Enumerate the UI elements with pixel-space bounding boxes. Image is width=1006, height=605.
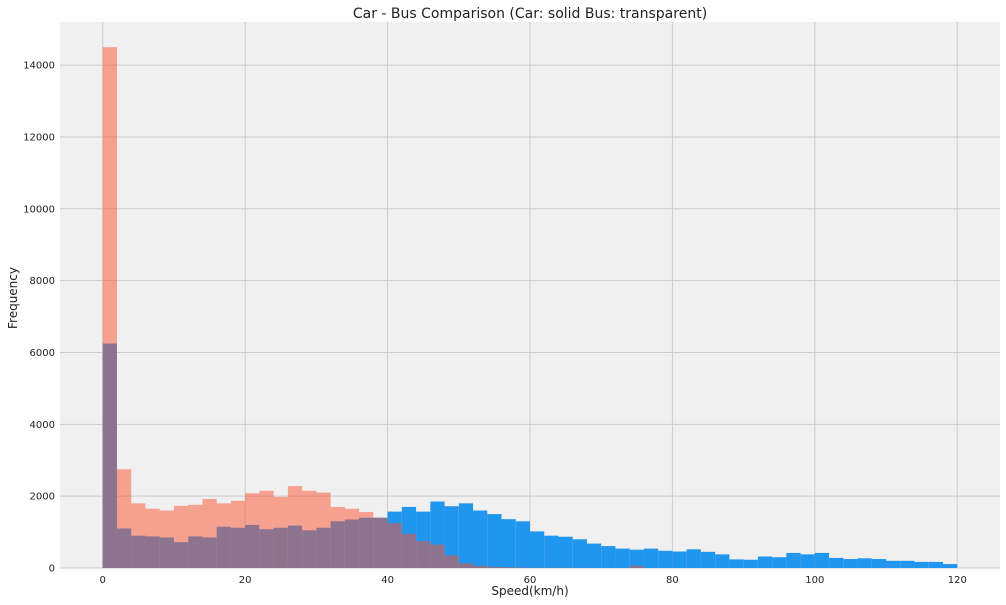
car-bar [473, 510, 488, 568]
bus-bar [629, 565, 644, 568]
car-bar [914, 561, 929, 568]
bus-bar [330, 506, 345, 568]
car-bar [615, 548, 630, 568]
bus-bar [316, 492, 331, 568]
bus-bar [444, 555, 459, 568]
car-bar [800, 554, 815, 568]
bus-bar [173, 505, 189, 568]
y-tick-label: 14000 [23, 61, 55, 72]
y-tick-label: 2000 [30, 492, 55, 503]
bus-bar [387, 523, 402, 568]
bus-bar [159, 510, 174, 568]
car-bar [686, 549, 701, 568]
car-bar [629, 549, 644, 568]
bus-bar [430, 544, 445, 568]
y-tick-label: 12000 [23, 132, 55, 143]
bus-bar [131, 503, 146, 568]
car-bar [700, 551, 716, 568]
y-tick-label: 4000 [30, 420, 55, 431]
car-bar [487, 514, 502, 568]
bus-bar [416, 541, 431, 568]
bus-bar [145, 508, 160, 568]
car-bar [530, 531, 545, 568]
bus-bar [487, 566, 502, 568]
car-bar [871, 559, 887, 568]
car-bar [743, 559, 758, 568]
y-tick-label: 10000 [23, 204, 55, 215]
bus-bar [116, 469, 132, 568]
car-bar [900, 560, 915, 568]
y-axis-label: Frequency [6, 267, 20, 329]
bus-bar [359, 511, 374, 568]
y-tick-label: 0 [49, 564, 55, 575]
bus-bar [401, 533, 417, 568]
car-bar [814, 552, 830, 568]
bus-bar [245, 493, 260, 568]
car-bar [544, 535, 559, 568]
bus-bar [230, 500, 246, 568]
car-bar [558, 536, 573, 568]
y-tick-label: 6000 [30, 348, 55, 359]
bus-bar [287, 486, 303, 568]
car-bar [501, 519, 516, 568]
x-axis-ticks: 0 20 40 60 80 100 120 [100, 575, 967, 586]
car-bar [458, 503, 474, 568]
car-bar [643, 548, 659, 568]
y-axis-ticks: 0 2000 4000 6000 8000 10000 12000 14000 [23, 61, 55, 575]
x-tick-label: 20 [239, 575, 252, 586]
bus-bar [501, 567, 516, 568]
car-bar [586, 543, 602, 568]
car-bar [843, 559, 858, 568]
bus-bar [102, 47, 117, 569]
car-bar [601, 546, 616, 568]
bus-bar [273, 496, 288, 568]
bus-bar [473, 565, 488, 568]
bus-bar [216, 503, 231, 568]
chart-title: Car - Bus Comparison (Car: solid Bus: tr… [353, 6, 707, 22]
bus-bar [259, 490, 274, 568]
bus-bar [188, 504, 203, 568]
x-tick-label: 100 [805, 575, 824, 586]
car-bar [786, 552, 801, 568]
bus-bar [344, 508, 360, 568]
car-bar [672, 551, 687, 568]
car-bar [772, 557, 787, 568]
bus-bar [202, 499, 217, 568]
car-bar [729, 559, 744, 568]
x-tick-label: 40 [381, 575, 394, 586]
car-bar [715, 554, 730, 568]
x-tick-label: 0 [100, 575, 106, 586]
bus-bars [102, 47, 644, 569]
x-tick-label: 80 [666, 575, 679, 586]
car-bar [829, 557, 844, 568]
car-bar [928, 561, 944, 568]
bus-bar [373, 517, 388, 568]
x-tick-label: 60 [524, 575, 537, 586]
car-bar [943, 564, 958, 568]
car-bar [658, 550, 673, 568]
car-bar [572, 539, 587, 568]
bus-bar [458, 563, 474, 568]
car-bar [757, 556, 773, 568]
y-tick-label: 8000 [30, 276, 55, 287]
bus-bar [302, 490, 317, 568]
x-axis-label: Speed(km/h) [491, 584, 568, 598]
car-bar [886, 560, 901, 568]
car-bar [857, 558, 872, 568]
car-bar [515, 521, 530, 568]
x-tick-label: 120 [948, 575, 967, 586]
car-bar [444, 506, 459, 568]
